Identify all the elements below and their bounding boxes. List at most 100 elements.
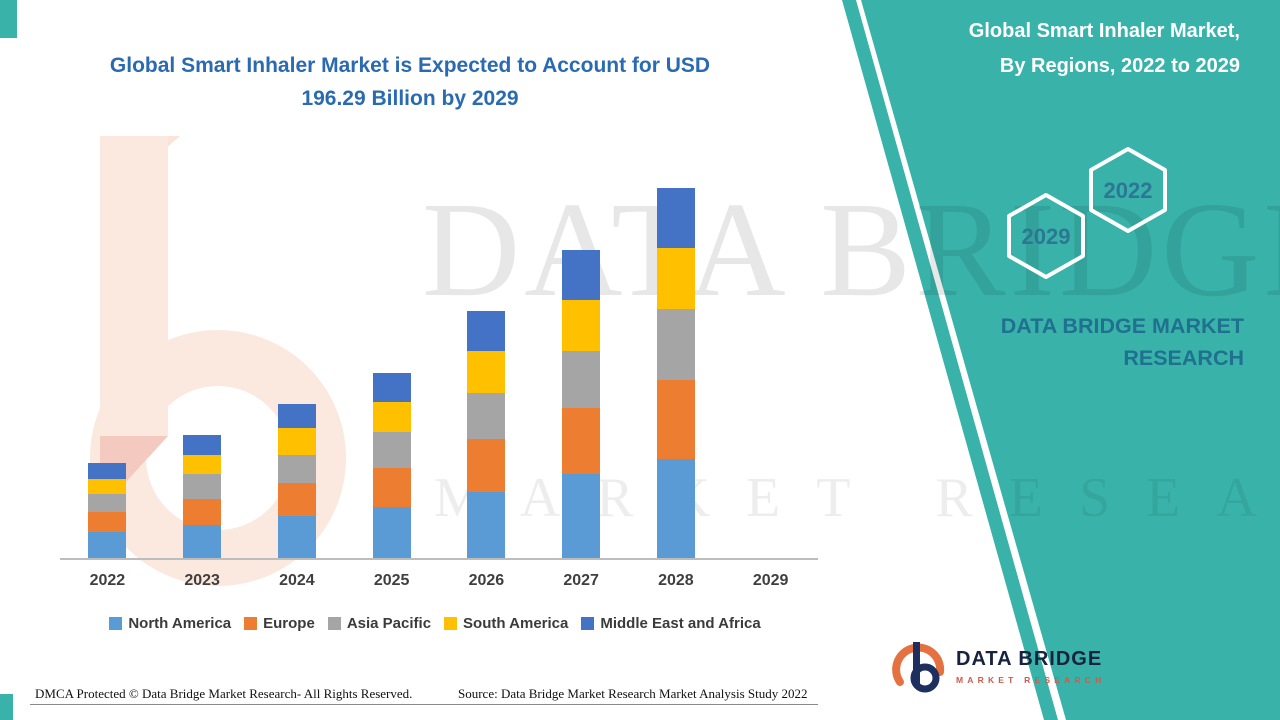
company-logo-icon	[892, 642, 945, 693]
bar-2028	[629, 180, 724, 558]
x-tick-label: 2026	[468, 572, 505, 589]
bar-segment-europe	[467, 439, 506, 492]
x-tick-label: 2029	[752, 572, 789, 589]
chart-title-line1: Global Smart Inhaler Market is Expected …	[109, 54, 711, 77]
x-axis-labels: 2022 2023 2024 2025 2026 2027 2028 2029	[60, 572, 818, 590]
legend: North America Europe Asia Pacific South Ame…	[40, 615, 830, 632]
stacked-bar	[562, 249, 601, 558]
hexagon-badge-2029: 2029	[1007, 193, 1085, 279]
stacked-bar	[183, 434, 222, 558]
bar-segment-asia-pacific	[562, 351, 601, 409]
bar-segment-middle-east-and-africa	[372, 373, 411, 402]
panel-headline: Global Smart Inhaler Market, By Regions,…	[969, 14, 1240, 84]
bar-segment-south-america	[183, 454, 222, 475]
x-tick-label: 2022	[89, 572, 126, 589]
bar-segment-south-america	[562, 300, 601, 351]
bar-segment-middle-east-and-africa	[88, 463, 127, 479]
panel-headline-line1: Global Smart Inhaler Market,	[968, 20, 1240, 42]
stacked-bar	[467, 311, 506, 558]
bar-segment-north-america	[562, 474, 601, 558]
dmca-notice: DMCA Protected © Data Bridge Market Rese…	[35, 686, 413, 701]
legend-item: Europe	[244, 615, 315, 632]
legend-label: Europe	[263, 615, 315, 632]
x-tick-label: 2028	[658, 572, 694, 589]
bar-segment-europe	[277, 483, 316, 517]
bar-2026	[439, 180, 534, 558]
bar-segment-middle-east-and-africa	[562, 249, 601, 301]
bar-segment-europe	[562, 408, 601, 475]
legend-swatch	[109, 617, 123, 630]
legend-label: North America	[128, 615, 232, 632]
bar-2022	[60, 180, 155, 558]
legend-label: Middle East and Africa	[600, 615, 761, 632]
source-note: Source: Data Bridge Market Research Mark…	[458, 686, 808, 701]
panel-brand-text: DATA BRIDGE MARKET RESEARCH	[1001, 310, 1244, 375]
legend-swatch	[444, 617, 458, 630]
bar-2023	[155, 180, 250, 558]
bar-segment-south-america	[88, 478, 127, 495]
corner-accent-top-left	[0, 0, 17, 38]
legend-label: South America	[463, 615, 569, 632]
bar-segment-asia-pacific	[183, 474, 222, 499]
bar-segment-europe	[656, 379, 695, 459]
bar-2024	[250, 180, 345, 558]
chart-title: Global Smart Inhaler Market is Expected …	[78, 50, 742, 115]
bar-segment-north-america	[656, 458, 695, 558]
legend-swatch	[327, 617, 341, 630]
legend-swatch	[244, 617, 258, 630]
company-logo-text: DATA BRIDGE MARKET RESEARCH	[956, 648, 1105, 685]
x-tick-label: 2025	[373, 572, 410, 589]
bar-segment-middle-east-and-africa	[183, 434, 222, 455]
chart-title-line2: 196.29 Billion by 2029	[301, 86, 519, 110]
bar-segment-north-america	[467, 491, 506, 558]
stacked-bar	[277, 403, 316, 558]
legend-item: North America	[109, 615, 231, 632]
x-tick-label: 2024	[279, 572, 315, 589]
company-logo-subtitle: MARKET RESEARCH	[956, 674, 1106, 685]
corner-accent-bottom-left	[0, 694, 13, 720]
bar-segment-north-america	[88, 531, 127, 558]
company-logo: DATA BRIDGE MARKET RESEARCH	[890, 636, 1105, 696]
stacked-bar	[656, 188, 695, 558]
bar-segment-middle-east-and-africa	[467, 311, 506, 351]
bar-segment-europe	[88, 511, 127, 532]
legend-label: Asia Pacific	[346, 615, 432, 632]
stacked-bar	[372, 373, 411, 558]
panel-brand-line2: RESEARCH	[1123, 346, 1244, 371]
bar-segment-asia-pacific	[277, 454, 316, 484]
hexagon-badge-2029-label: 2029	[1022, 224, 1071, 249]
x-tick-label: 2027	[563, 572, 599, 589]
bar-segment-south-america	[372, 401, 411, 433]
bar-segment-asia-pacific	[467, 392, 506, 440]
bar-segment-north-america	[277, 516, 316, 558]
bar-segment-middle-east-and-africa	[656, 188, 695, 248]
legend-item: Asia Pacific	[327, 615, 432, 632]
bar-2027	[534, 180, 629, 558]
legend-item: South America	[444, 615, 568, 632]
bar-segment-north-america	[183, 524, 222, 558]
bar-segment-asia-pacific	[372, 432, 411, 468]
legend-swatch	[581, 617, 595, 630]
company-logo-name: DATA BRIDGE	[956, 647, 1103, 670]
hexagon-badge-2022: 2022	[1089, 147, 1167, 233]
bar-segment-asia-pacific	[88, 494, 127, 512]
bar-segment-south-america	[277, 428, 316, 455]
bar-segment-middle-east-and-africa	[277, 403, 316, 429]
bar-segment-asia-pacific	[656, 309, 695, 380]
plot-area	[60, 180, 818, 560]
panel-headline-line2: By Regions, 2022 to 2029	[999, 55, 1240, 77]
x-tick-label: 2023	[184, 572, 220, 589]
bar-segment-europe	[372, 467, 411, 508]
bar-segment-north-america	[372, 507, 411, 558]
bar-segment-south-america	[467, 351, 506, 393]
stacked-bar	[88, 463, 127, 558]
bar-segment-south-america	[656, 247, 695, 310]
panel-brand-line1: DATA BRIDGE MARKET	[1000, 314, 1244, 338]
bar-2029	[723, 180, 818, 558]
legend-item: Middle East and Africa	[581, 615, 761, 632]
bar-segment-europe	[183, 498, 222, 525]
bar-2025	[344, 180, 439, 558]
footer-divider	[30, 704, 818, 705]
hexagon-badge-2022-label: 2022	[1104, 178, 1153, 203]
